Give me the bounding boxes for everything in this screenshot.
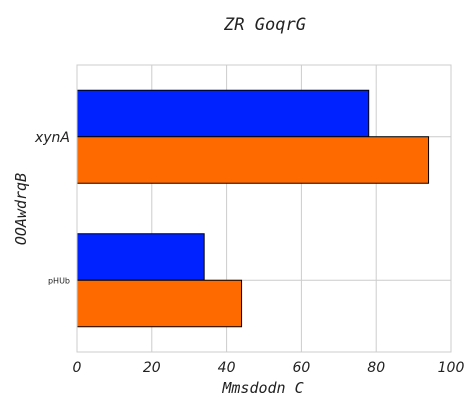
- bar-xynA-series-2: [76, 136, 430, 184]
- plot-area-border: [76, 64, 452, 353]
- y-category-label: xynA: [34, 130, 70, 146]
- chart-title: ZR GoqrG: [223, 15, 306, 35]
- y-axis-label: OOAwdrqB: [12, 173, 30, 245]
- bars: [76, 89, 430, 328]
- y-category-label: pHUb: [48, 276, 70, 285]
- bar-pHUb-series-2: [76, 279, 243, 328]
- x-tick-label: 60: [292, 360, 310, 376]
- x-tick-labels: 0 20 40 60 80 100: [73, 360, 465, 376]
- x-tick-label: 40: [218, 360, 236, 376]
- x-tick-label: 80: [367, 360, 385, 376]
- x-tick-label: 0: [73, 360, 82, 376]
- x-tick-label: 100: [438, 360, 465, 376]
- bar-xynA-series-1: [76, 89, 370, 138]
- x-tick-label: 20: [143, 360, 161, 376]
- y-category-labels: pHUb xynA: [34, 130, 70, 286]
- x-axis-label: Mmsdodn C: [221, 379, 303, 397]
- bar-pHUb-series-1: [76, 233, 205, 281]
